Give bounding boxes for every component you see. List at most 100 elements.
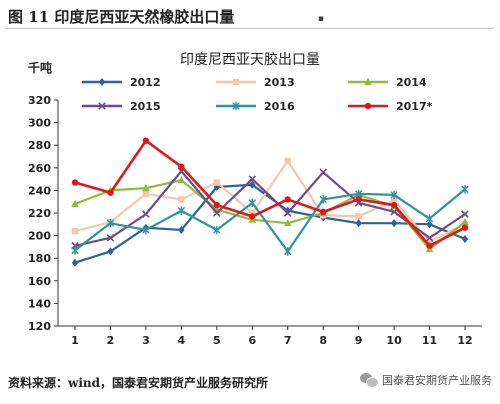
legend-marker-0 [98, 78, 106, 86]
data-point-4-6 [248, 198, 256, 208]
figure-footer: 资料来源：wind，国泰君安期货产业服务研究所 国泰君安期货产业服务 [6, 370, 494, 400]
data-point-4-12 [461, 185, 469, 194]
legend-label-0: 2012 [130, 76, 161, 89]
data-point-4-8 [319, 195, 327, 204]
data-point-1-11 [426, 238, 433, 245]
data-point-1-6 [249, 209, 256, 217]
x-tick-label: 12 [457, 334, 472, 347]
legend-marker-5 [364, 102, 372, 110]
data-point-4-1 [71, 246, 79, 255]
data-point-5-6 [249, 213, 256, 220]
figure-title: 图 11 印度尼西亚天然橡胶出口量 [8, 8, 235, 26]
x-tick-label: 4 [178, 334, 186, 347]
data-point-4-7 [284, 247, 292, 256]
data-point-3-7 [283, 209, 292, 217]
corner-mark-icon: ▪ [317, 14, 324, 24]
figure-header: 图 11 印度尼西亚天然橡胶出口量 ▪ [6, 4, 494, 29]
legend-label-2: 2014 [396, 76, 427, 89]
y-tick-label: 240 [28, 184, 51, 197]
legend-label-4: 2016 [264, 100, 295, 113]
legend-marker-2 [364, 78, 372, 85]
data-point-1-4 [178, 196, 185, 203]
data-point-5-8 [319, 208, 327, 216]
legend-marker-4 [232, 101, 240, 111]
y-axis-label: 千吨 [28, 60, 52, 75]
data-point-5-11 [426, 242, 433, 249]
data-point-0-4 [178, 225, 185, 234]
data-point-4-10 [390, 190, 398, 200]
data-point-3-6 [248, 175, 257, 183]
data-point-3-2 [106, 234, 115, 242]
y-tick-label: 300 [28, 117, 51, 130]
data-point-3-5 [213, 209, 221, 217]
data-point-2-12 [461, 218, 469, 226]
data-point-5-4 [178, 163, 185, 170]
data-point-2-4 [177, 176, 186, 184]
data-point-0-12 [461, 234, 469, 243]
data-point-3-11 [425, 234, 434, 242]
x-tick-label: 6 [248, 334, 256, 347]
y-tick-label: 320 [28, 94, 51, 107]
legend-label-1: 2013 [264, 76, 295, 89]
chart-area: 印度尼西亚天胶出口量 千吨 120 140 160 180 200 220 240 260 280 3… [0, 32, 500, 364]
x-tick-label: 7 [284, 334, 292, 347]
x-tick-label: 8 [319, 334, 327, 347]
legend-label-5: 2017* [396, 100, 433, 113]
data-point-4-5 [213, 225, 221, 235]
y-tick-label: 120 [28, 320, 51, 333]
data-point-5-5 [213, 201, 221, 209]
brand-watermark: 国泰君安期货产业服务 [360, 372, 492, 388]
data-point-5-3 [142, 137, 150, 144]
y-tick-label: 200 [28, 230, 51, 243]
data-point-1-1 [71, 227, 79, 235]
data-point-4-2 [106, 218, 115, 228]
x-tick-label: 10 [386, 334, 402, 347]
y-tick-label: 140 [28, 297, 51, 310]
legend-label-3: 2015 [130, 100, 161, 113]
y-tick-label: 160 [28, 275, 51, 288]
data-point-0-9 [355, 219, 362, 228]
y-tick-label: 260 [28, 162, 51, 175]
data-point-0-1 [71, 258, 79, 267]
y-tick-label: 220 [28, 207, 51, 220]
data-point-5-1 [71, 179, 79, 186]
data-point-3-3 [142, 210, 150, 218]
series-line-5 [74, 139, 466, 248]
legend-marker-1 [232, 78, 240, 86]
series-line-3 [74, 170, 466, 247]
data-point-1-7 [284, 157, 291, 165]
data-point-3-8 [319, 168, 327, 177]
legend-marker-3 [98, 102, 106, 110]
x-tick-label: 9 [355, 334, 363, 347]
data-point-5-2 [107, 189, 114, 196]
data-point-0-6 [249, 180, 256, 189]
data-point-3-12 [461, 210, 469, 218]
data-point-1-10 [390, 197, 398, 204]
data-point-4-4 [177, 206, 186, 215]
brand-name: 国泰君安期货产业服务 [382, 374, 492, 387]
series-line-1 [74, 159, 466, 243]
data-point-3-10 [390, 208, 398, 216]
data-point-1-3 [142, 190, 150, 197]
data-point-1-9 [355, 213, 362, 220]
data-point-1-5 [213, 179, 221, 186]
x-tick-label: 1 [71, 334, 79, 347]
y-tick-label: 180 [28, 252, 51, 265]
x-tick-label: 3 [142, 334, 150, 347]
data-point-0-10 [390, 219, 398, 228]
x-tick-label: 11 [422, 334, 437, 347]
data-point-2-7 [283, 219, 292, 227]
data-point-2-3 [142, 184, 150, 192]
wechat-icon [360, 373, 379, 388]
data-point-4-3 [142, 225, 150, 235]
data-point-5-7 [284, 196, 291, 203]
source-note: 资料来源：wind，国泰君安期货产业服务研究所 [8, 376, 269, 390]
x-tick-label: 2 [107, 334, 115, 347]
chart-title: 印度尼西亚天胶出口量 [180, 51, 320, 68]
data-point-5-10 [390, 201, 398, 209]
series-line-4 [74, 188, 466, 253]
data-point-0-11 [426, 220, 433, 229]
data-point-0-2 [107, 247, 114, 256]
data-point-5-12 [461, 224, 469, 231]
